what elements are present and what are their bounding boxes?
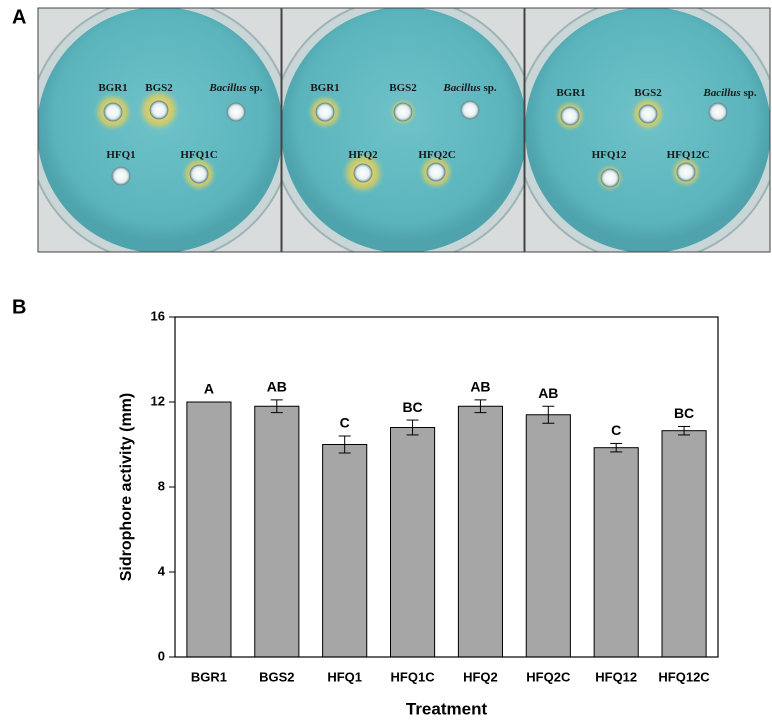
panel-label: B [12,296,26,318]
error-bar [338,435,351,454]
well-label: Bacillus sp. [208,82,262,94]
well-name: HFQ2C [418,149,455,161]
plate: BGR1 BGS2 Bacillus sp. HFQ12 HFQ12C [525,8,770,252]
y-axis-title: Sidrophore activity (mm) [118,393,135,581]
y-tick-label: 12 [151,393,165,408]
well [149,100,169,120]
well-label: HFQ12 [592,149,627,161]
well-name: HFQ1 [106,149,135,161]
well [426,162,446,182]
well-label: BGS2 [634,87,662,99]
well-label: BGR1 [98,82,127,94]
significance-letter: C [611,422,621,438]
y-tick-label: 16 [151,308,165,323]
well-name: Bacillus [702,87,740,99]
x-tick-label: HFQ1C [391,669,436,684]
error-bar [474,399,487,414]
well-name: Bacillus [208,82,246,94]
well-suffix: sp. [249,82,262,94]
panel-frame [281,7,525,253]
significance-letter: AB [267,379,287,395]
bar-chart: 0481216BGR1ABGS2ABHFQ1CHFQ1CBCHFQ2ABHFQ2… [118,308,719,718]
agar [282,8,524,252]
error-bar [610,442,623,453]
y-tick-label: 8 [158,478,165,493]
panel-label: A [12,6,26,28]
well [103,102,123,122]
x-tick-label: BGR1 [191,669,227,684]
significance-letter: AB [470,379,490,395]
well [460,100,480,120]
well [353,163,373,183]
well-name: BGR1 [556,87,585,99]
x-tick-label: HFQ12 [595,669,637,684]
well-name: Bacillus [442,82,480,94]
well-name: BGR1 [310,82,339,94]
well-label: BGS2 [389,82,417,94]
well-label: HFQ2 [348,149,378,161]
error-bar [406,419,419,436]
well [560,106,580,126]
bar [661,430,707,658]
well-name: HFQ2 [348,149,378,161]
well [315,102,335,122]
well [111,166,131,186]
well-name: HFQ12 [592,149,627,161]
bar [186,401,232,658]
x-axis-title: Treatment [406,699,488,718]
bar [525,414,571,658]
well-name: HFQ12C [667,149,710,161]
well-name: BGS2 [634,87,662,99]
well [708,102,728,122]
significance-letter: A [204,381,214,397]
well [600,168,620,188]
x-tick-label: HFQ1 [327,669,362,684]
well-label: BGR1 [556,87,585,99]
plate: BGR1 BGS2 Bacillus sp. HFQ2 HFQ2C [282,8,524,252]
well-suffix: sp. [483,82,496,94]
well-label: Bacillus sp. [442,82,496,94]
error-bar [270,399,283,414]
panel-frame [524,7,771,253]
well-label: HFQ12C [667,149,710,161]
plate-photos: BGR1 BGS2 Bacillus sp. HFQ1 HFQ1C BGR1 BGS2 Bac… [37,7,771,253]
significance-letter: C [340,415,350,431]
well-label: HFQ2C [418,149,455,161]
plot-frame [174,316,719,658]
well-label: BGR1 [310,82,339,94]
bar [254,405,300,658]
well-name: BGS2 [145,82,173,94]
error-bar [678,425,691,436]
x-tick-label: HFQ2C [526,669,571,684]
well-label: HFQ1 [106,149,135,161]
well [676,162,696,182]
well-name: HFQ1C [180,149,217,161]
well-label: Bacillus sp. [702,87,756,99]
x-tick-label: BGS2 [259,669,294,684]
well-label: HFQ1C [180,149,217,161]
well [226,102,246,122]
bar [390,427,436,658]
well-name: BGR1 [98,82,127,94]
significance-letter: BC [674,405,694,421]
x-tick-label: HFQ12C [658,669,710,684]
well [393,102,413,122]
bar [457,405,503,658]
well [189,164,209,184]
y-tick-label: 4 [158,563,166,578]
bar [322,444,368,658]
well [638,104,658,124]
well-suffix: sp. [743,87,756,99]
bar [593,447,639,658]
significance-letter: BC [402,399,422,415]
error-bar [542,405,555,424]
well-label: BGS2 [145,82,173,94]
well-name: BGS2 [389,82,417,94]
significance-letter: AB [538,385,558,401]
x-tick-label: HFQ2 [463,669,498,684]
plate: BGR1 BGS2 Bacillus sp. HFQ1 HFQ1C [38,8,281,252]
y-tick-label: 0 [158,648,165,663]
panel-frame [37,7,282,253]
